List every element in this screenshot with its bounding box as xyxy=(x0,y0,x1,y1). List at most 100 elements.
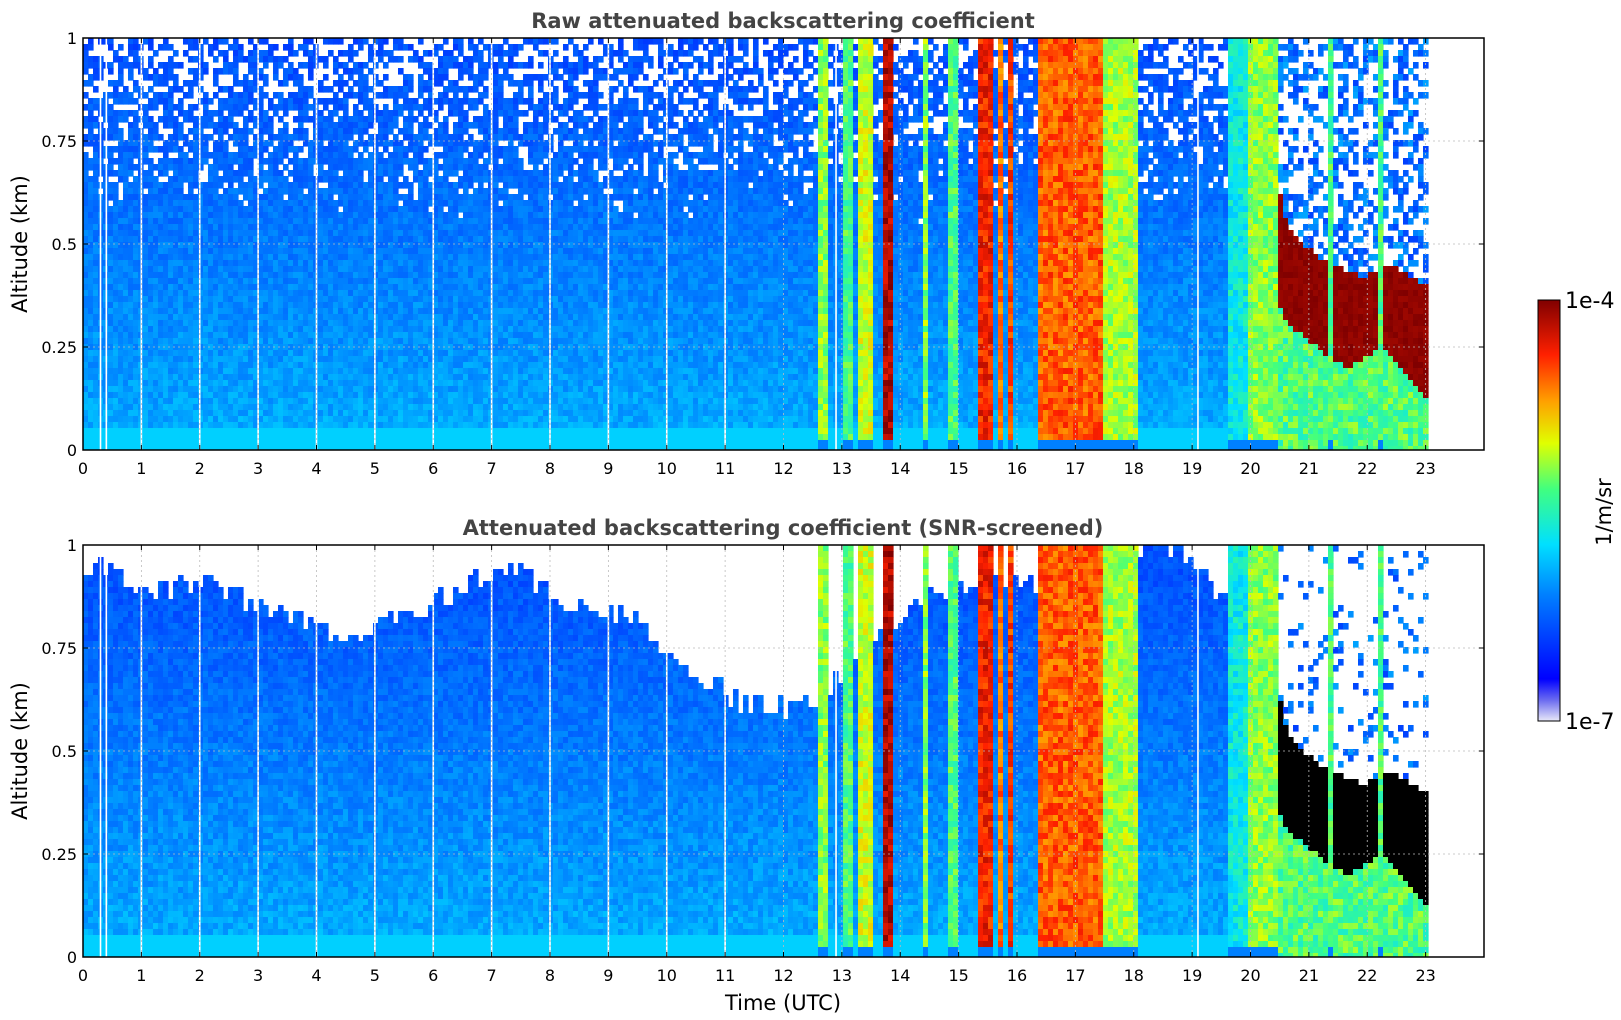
heatmap-cell xyxy=(483,296,489,303)
heatmap-cell xyxy=(453,164,459,171)
heatmap-cell xyxy=(188,86,194,93)
heatmap-cell xyxy=(243,320,249,327)
heatmap-cell xyxy=(418,206,424,213)
heatmap-cell xyxy=(363,230,369,237)
heatmap-cell xyxy=(398,296,404,303)
heatmap-cell xyxy=(378,380,384,387)
heatmap-cell xyxy=(273,266,279,273)
heatmap-cell xyxy=(448,278,454,285)
heatmap-cell xyxy=(408,338,414,345)
heatmap-cell xyxy=(388,182,394,189)
heatmap-cell xyxy=(353,344,359,351)
heatmap-cell xyxy=(418,392,424,399)
heatmap-cell xyxy=(248,50,254,57)
heatmap-cell xyxy=(408,422,414,429)
heatmap-cell xyxy=(168,338,174,345)
heatmap-cell xyxy=(288,404,294,411)
heatmap-cell xyxy=(253,362,259,369)
heatmap-cell xyxy=(458,68,464,75)
heatmap-cell xyxy=(343,80,349,87)
heatmap-cell xyxy=(338,134,344,141)
heatmap-cell xyxy=(408,86,414,93)
heatmap-cell xyxy=(468,320,474,327)
heatmap-cell xyxy=(223,290,229,297)
heatmap-cell xyxy=(188,392,194,399)
heatmap-cell xyxy=(133,332,139,339)
heatmap-cell xyxy=(198,422,204,429)
heatmap-cell xyxy=(448,320,454,327)
heatmap-cell xyxy=(143,110,149,117)
heatmap-cell xyxy=(253,236,259,243)
heatmap-cell xyxy=(238,392,244,399)
heatmap-cell xyxy=(283,344,289,351)
heatmap-cell xyxy=(378,392,384,399)
heatmap-cell xyxy=(443,416,449,423)
heatmap-cell xyxy=(123,386,129,393)
heatmap-cell xyxy=(348,182,354,189)
heatmap-cell xyxy=(363,428,369,435)
heatmap-cell xyxy=(118,164,124,171)
heatmap-cell xyxy=(458,50,464,57)
heatmap-cell xyxy=(108,344,114,351)
heatmap-cell xyxy=(438,272,444,279)
heatmap-cell xyxy=(243,296,249,303)
heatmap-cell xyxy=(263,272,269,279)
heatmap-cell xyxy=(468,218,474,225)
heatmap-cell xyxy=(323,326,329,333)
heatmap-cell xyxy=(318,422,324,429)
heatmap-cell xyxy=(318,200,324,207)
heatmap-cell xyxy=(268,122,274,129)
heatmap-cell xyxy=(348,248,354,255)
heatmap-cell xyxy=(438,368,444,375)
heatmap-cell xyxy=(168,236,174,243)
heatmap-cell xyxy=(178,290,184,297)
heatmap-cell xyxy=(263,50,269,57)
heatmap-cell xyxy=(343,248,349,255)
heatmap-cell xyxy=(128,152,134,159)
heatmap-cell xyxy=(258,404,264,411)
heatmap-cell xyxy=(368,266,374,273)
heatmap-cell xyxy=(223,86,229,93)
heatmap-cell xyxy=(408,362,414,369)
heatmap-cell xyxy=(283,230,289,237)
heatmap-cell xyxy=(328,116,334,123)
heatmap-cell xyxy=(163,368,169,375)
heatmap-cell xyxy=(458,74,464,81)
heatmap-cell xyxy=(88,260,94,267)
heatmap-cell xyxy=(413,176,419,183)
heatmap-cell xyxy=(193,398,199,405)
heatmap-cell xyxy=(88,374,94,381)
heatmap-cell xyxy=(383,128,389,135)
heatmap-cell xyxy=(373,440,379,447)
heatmap-cell xyxy=(473,386,479,393)
heatmap-cell xyxy=(88,194,94,201)
heatmap-cell xyxy=(413,230,419,237)
heatmap-cell xyxy=(118,224,124,231)
heatmap-cell xyxy=(438,326,444,333)
heatmap-cell xyxy=(123,398,129,405)
heatmap-cell xyxy=(303,44,309,51)
heatmap-cell xyxy=(318,146,324,153)
heatmap-cell xyxy=(158,362,164,369)
heatmap-cell xyxy=(323,320,329,327)
heatmap-cell xyxy=(388,374,394,381)
heatmap-cell xyxy=(173,380,179,387)
heatmap-cell xyxy=(218,206,224,213)
heatmap-cell xyxy=(188,230,194,237)
heatmap-cell xyxy=(163,272,169,279)
heatmap-cell xyxy=(163,80,169,87)
heatmap-cell xyxy=(178,368,184,375)
heatmap-cell xyxy=(353,266,359,273)
heatmap-cell xyxy=(408,164,414,171)
heatmap-cell xyxy=(288,206,294,213)
heatmap-cell xyxy=(253,374,259,381)
heatmap-cell xyxy=(283,200,289,207)
heatmap-cell xyxy=(233,38,239,45)
heatmap-cell xyxy=(158,206,164,213)
heatmap-cell xyxy=(168,134,174,141)
heatmap-cell xyxy=(438,428,444,435)
heatmap-cell xyxy=(408,314,414,321)
heatmap-cell xyxy=(488,140,494,147)
heatmap-cell xyxy=(148,314,154,321)
heatmap-cell xyxy=(183,362,189,369)
